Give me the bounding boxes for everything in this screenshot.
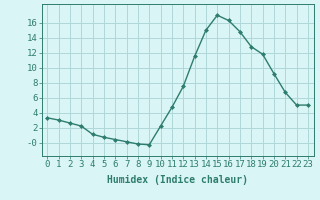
X-axis label: Humidex (Indice chaleur): Humidex (Indice chaleur) (107, 175, 248, 185)
